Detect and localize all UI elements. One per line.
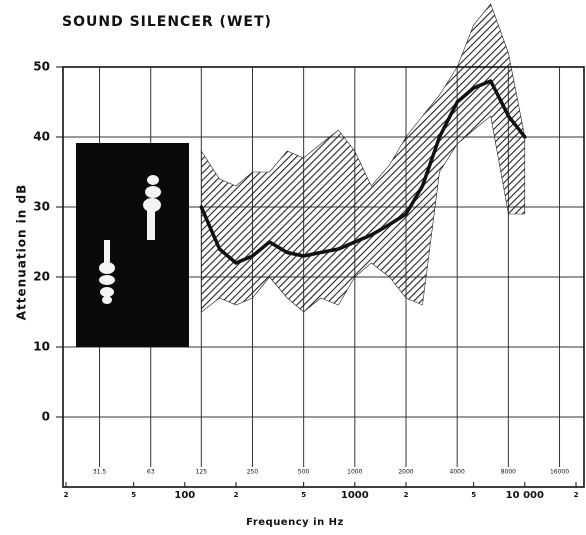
x-tick-label: 1000: [341, 490, 369, 501]
octave-label: 2000: [398, 469, 413, 476]
y-tick-label: 40: [33, 130, 50, 144]
x-tick-label: 2: [64, 491, 69, 499]
y-tick-label: 10: [33, 340, 50, 354]
y-tick-label: 0: [42, 410, 50, 424]
x-tick-label: 100: [174, 490, 195, 501]
range-band: [201, 3, 526, 313]
x-tick-label: 10 000: [506, 490, 544, 501]
octave-label: 8000: [501, 469, 516, 476]
chart-title: SOUND SILENCER (WET): [62, 14, 272, 30]
octave-label: 250: [247, 469, 259, 476]
x-tick-label: 5: [301, 491, 306, 499]
octave-label: 4000: [450, 469, 465, 476]
mean-line: [199, 79, 527, 265]
x-tick-label: 5: [131, 491, 136, 499]
y-axis-label: Attenuation in dB: [15, 184, 29, 320]
plot-frame: [62, 66, 585, 488]
plot: [199, 3, 527, 313]
octave-label: 16000: [550, 469, 569, 476]
octave-label: 31.5: [93, 469, 107, 476]
x-tick-label: 2: [404, 491, 409, 499]
octave-label: 125: [196, 469, 208, 476]
octave-label: 63: [147, 469, 155, 476]
octave-label: 1000: [347, 469, 362, 476]
octave-label: 500: [298, 469, 310, 476]
x-axis-label: Frequency in Hz: [246, 517, 344, 528]
y-tick-label: 50: [33, 60, 50, 74]
x-tick-label: 2: [234, 491, 239, 499]
y-tick-label: 20: [33, 270, 50, 284]
grid: 0 10 20 30 40 50 31.5 63 125 250 500 1000 2000 4000 80…: [33, 60, 584, 501]
x-tick-label: 2: [574, 491, 579, 499]
y-tick-label: 30: [33, 200, 50, 214]
photo-inset: [76, 143, 189, 347]
earplug-photo: [99, 175, 161, 304]
x-tick-label: 5: [471, 491, 476, 499]
